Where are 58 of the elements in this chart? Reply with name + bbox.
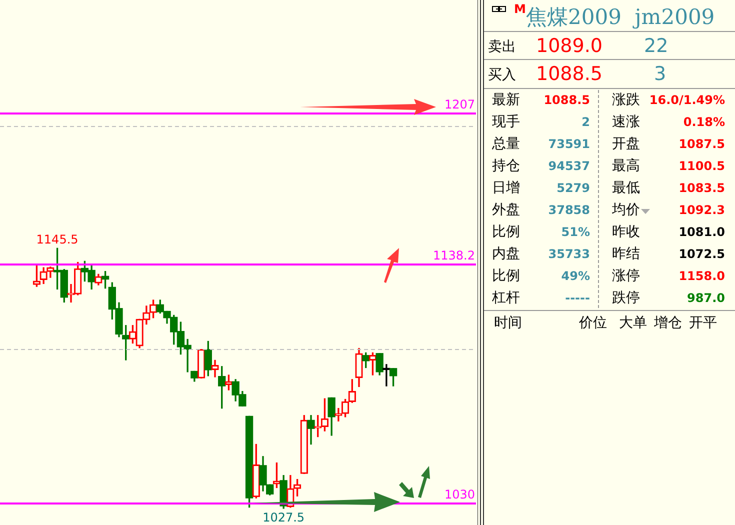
text: 开盘 [612, 135, 640, 153]
text: 1072.5 [678, 247, 725, 261]
text: 0.18% [683, 115, 725, 129]
text: 2 [582, 115, 590, 129]
text: 涨停 [612, 267, 640, 285]
text: 均价 [612, 201, 640, 219]
text: 1158.0 [678, 269, 725, 283]
text: 最低 [612, 179, 640, 197]
ref-line-label: 1138.2 [433, 248, 475, 263]
text: 51% [561, 225, 590, 239]
text: 买入 [488, 66, 516, 84]
text: 比例 [492, 267, 520, 285]
text: 16.0/1.49% [649, 93, 725, 107]
annotation: 1027.5 [262, 510, 305, 525]
text: 3 [654, 63, 666, 85]
ref-line-label: 1030 [444, 488, 475, 502]
text: 增仓 [654, 314, 682, 332]
text: 35733 [548, 247, 590, 261]
text: 价位 [579, 314, 607, 332]
text: 5279 [556, 181, 590, 195]
text: 1081.0 [678, 225, 725, 239]
text: 跌停 [612, 289, 640, 307]
text: 73591 [548, 137, 590, 151]
text: 1088.5 [544, 93, 590, 107]
text: 比例 [492, 223, 520, 241]
text: 持仓 [492, 157, 520, 175]
text: 日增 [492, 179, 520, 197]
text: 总量 [492, 135, 520, 153]
text: 49% [561, 269, 590, 283]
text: 现手 [492, 113, 520, 131]
text: 速涨 [612, 113, 640, 131]
ref-line-label: 1207 [444, 98, 475, 112]
text: M [514, 2, 526, 16]
text: 1083.5 [678, 181, 725, 195]
text: 时间 [494, 314, 522, 332]
text: 1089.0 [536, 35, 602, 57]
text: 涨跌 [612, 91, 640, 109]
text: 杠杆 [492, 289, 520, 307]
text: 94537 [548, 159, 590, 173]
text: 大单 [619, 314, 647, 332]
text: 外盘 [492, 201, 520, 219]
text: 最新 [492, 91, 520, 109]
text: 37858 [548, 203, 590, 217]
text: 1087.5 [678, 137, 725, 151]
text: 卖出 [488, 38, 516, 56]
text: 内盘 [492, 245, 520, 263]
text: 最高 [612, 157, 640, 175]
text: 22 [644, 35, 668, 57]
text: ----- [565, 291, 590, 305]
annotation: 1145.5 [36, 232, 78, 246]
text: 1092.3 [678, 203, 725, 217]
text: 987.0 [687, 291, 725, 305]
text: 1088.5 [536, 63, 602, 85]
text: 昨收 [612, 223, 640, 241]
text: 昨结 [612, 245, 640, 263]
text: 1100.5 [678, 159, 725, 173]
text: 开平 [689, 314, 717, 332]
text: 焦煤2009 jm2009 [526, 4, 715, 31]
